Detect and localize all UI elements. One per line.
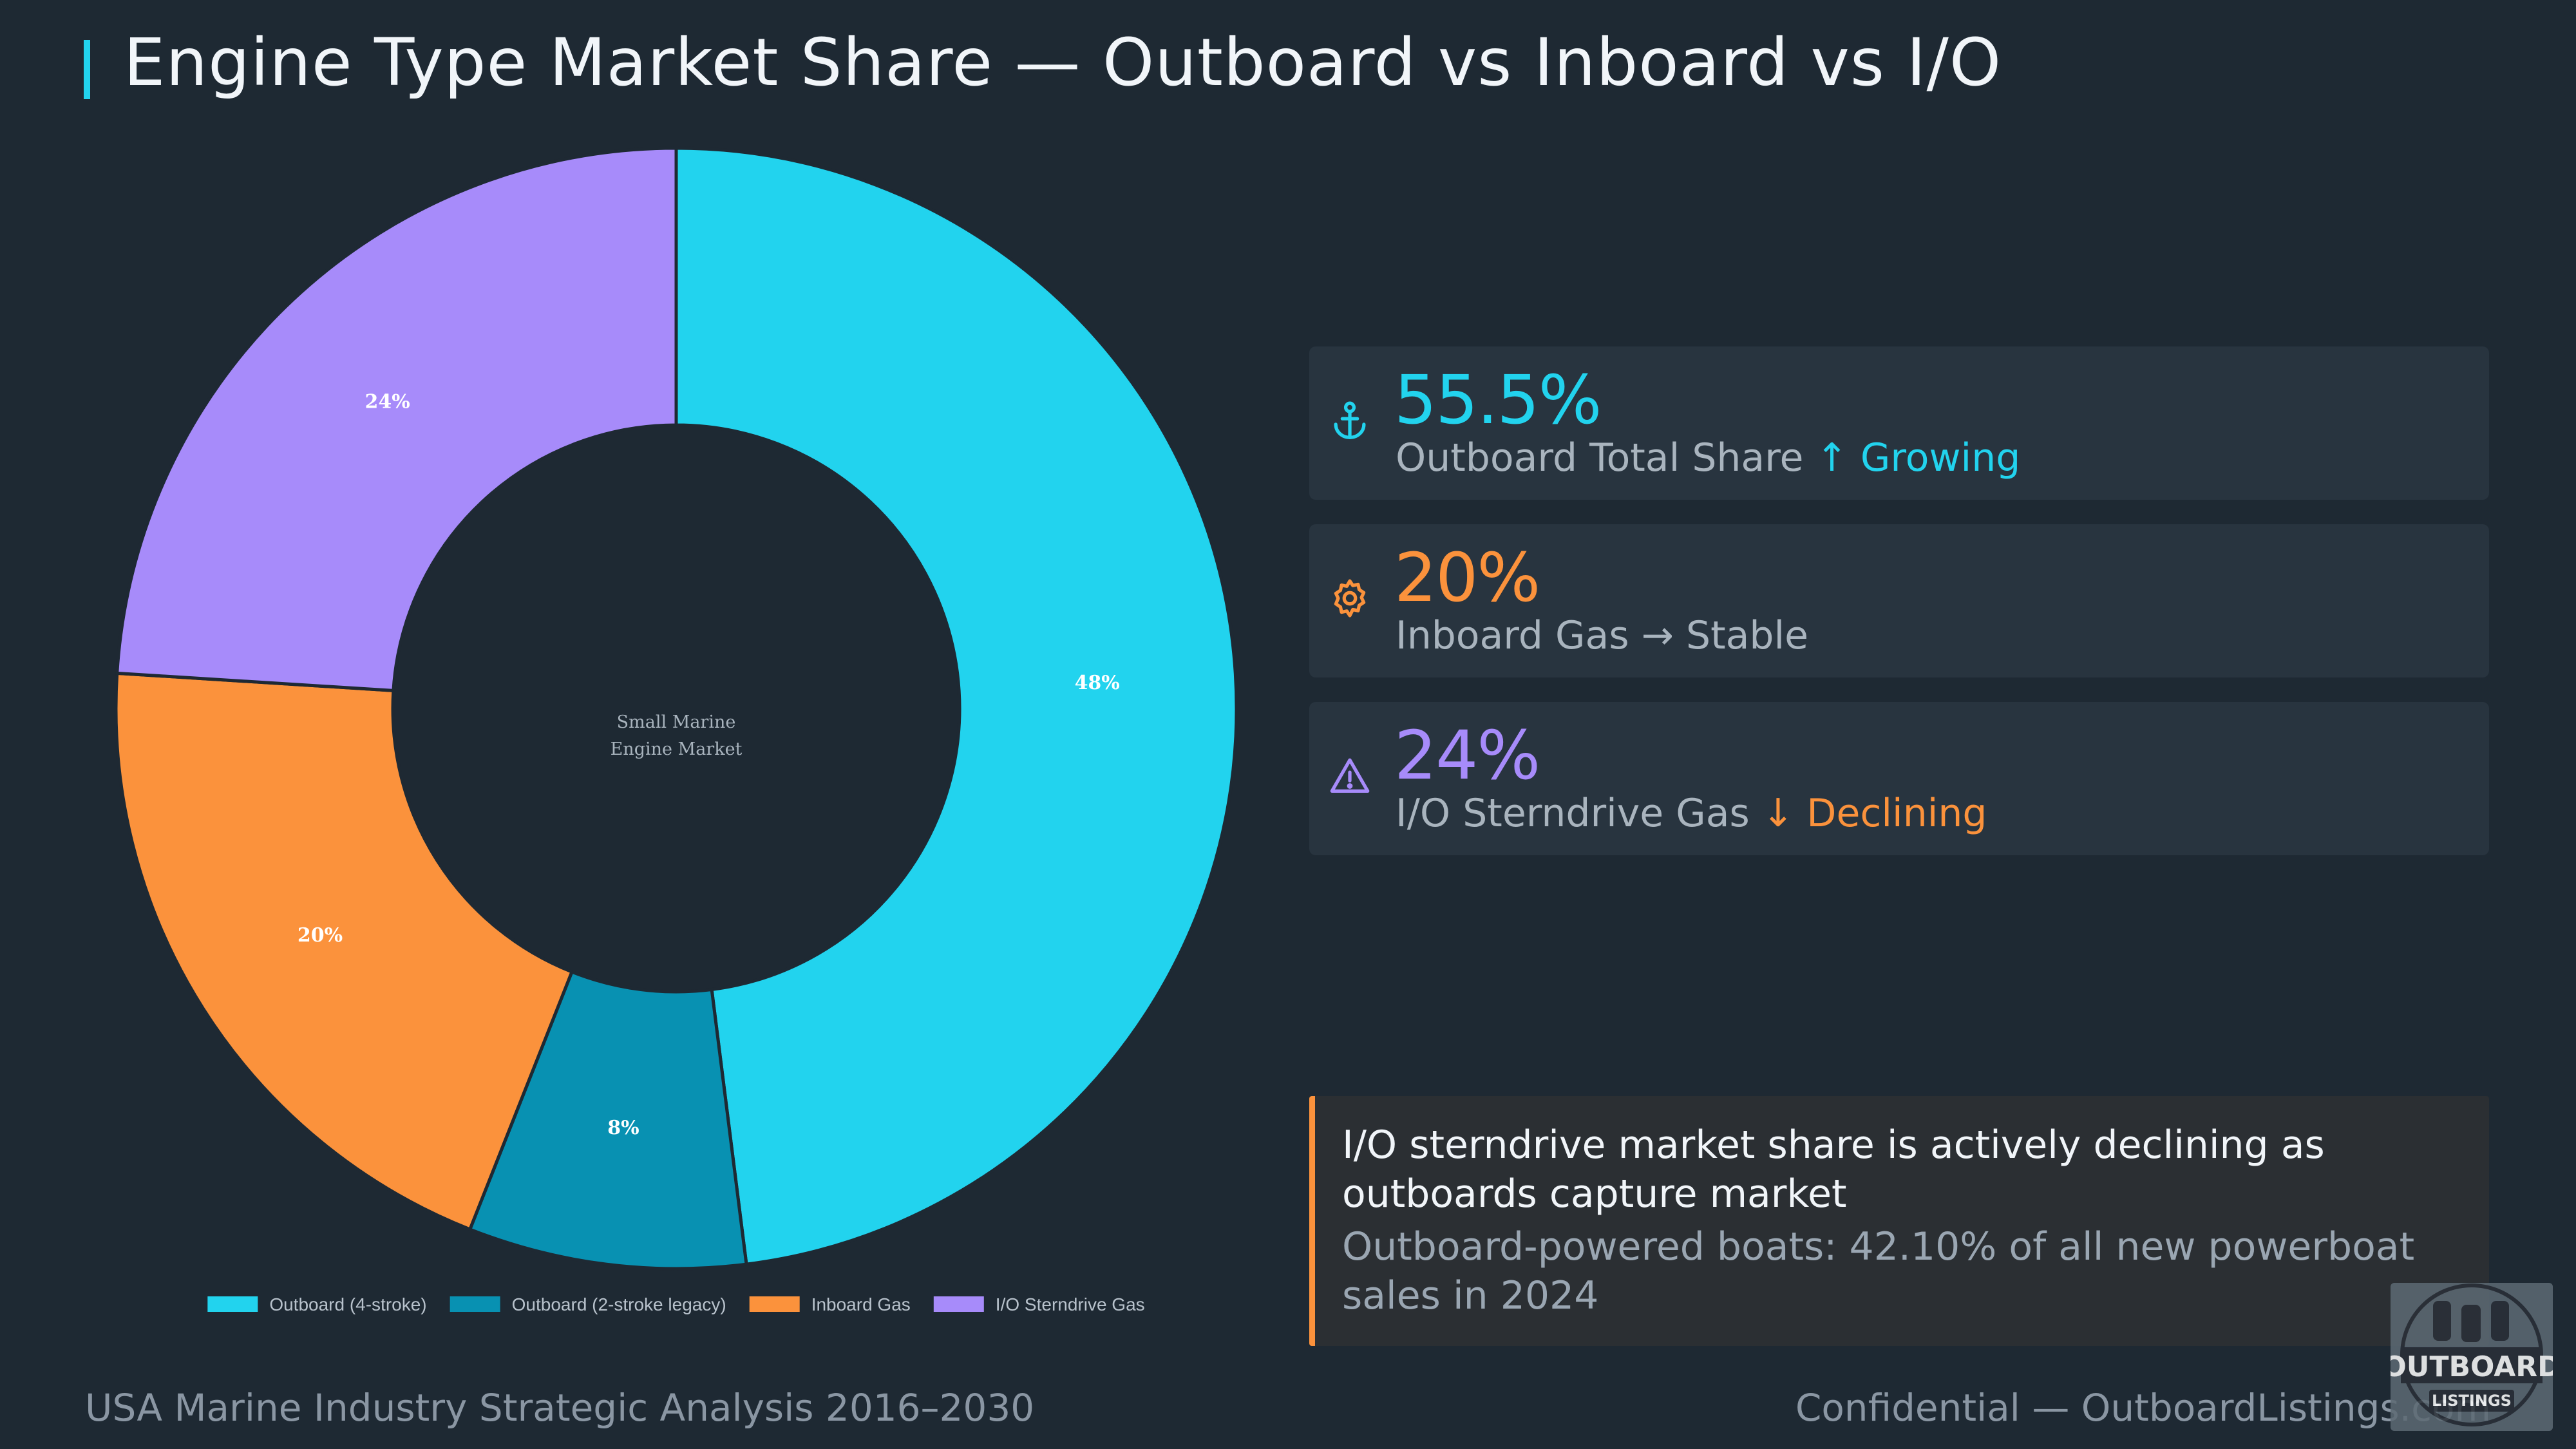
kpi-trend: ↑ Growing	[1815, 435, 2021, 480]
donut-slice-1	[468, 969, 748, 1271]
legend-label-1: Outboard (2-stroke legacy)	[512, 1294, 726, 1314]
logo-subtext: LISTINGS	[2432, 1392, 2512, 1410]
kpi-card-sterndrive: 24% I/O Sterndrive Gas ↓ Declining	[1309, 702, 2489, 855]
gear-icon	[1334, 579, 1366, 618]
legend-label-2: Inboard Gas	[811, 1294, 911, 1314]
donut-slice-2	[114, 671, 574, 1232]
insight-callout: I/O sterndrive market share is actively …	[1309, 1096, 2489, 1346]
outboard-listings-logo: OUTBOARD LISTINGS	[2382, 1283, 2561, 1431]
footer-left: USA Marine Industry Strategic Analysis 2…	[85, 1386, 1035, 1430]
title-accent-bar	[84, 40, 90, 99]
donut-data-label-0: 48%	[1075, 672, 1120, 694]
logo-text: OUTBOARD	[2391, 1350, 2553, 1383]
footer-right: Confidential — OutboardListings.com	[1795, 1386, 2491, 1430]
donut-data-label-2: 20%	[298, 924, 343, 947]
donut-slice-0	[674, 146, 1238, 1266]
kpi-label-text: Outboard Total Share	[1396, 435, 1804, 480]
legend-label-3: I/O Sterndrive Gas	[996, 1294, 1145, 1314]
donut-center-label-line-2: Engine Market	[611, 739, 743, 759]
donut-slices	[114, 146, 1238, 1271]
page-title: Engine Type Market Share — Outboard vs I…	[124, 24, 2002, 101]
donut-data-label-3: 24%	[365, 391, 410, 413]
donut-data-label-1: 8%	[607, 1117, 639, 1139]
kpi-label: I/O Sterndrive Gas ↓ Declining	[1396, 791, 1987, 836]
legend-swatch-1	[450, 1296, 500, 1312]
donut-data-labels: 48% 8% 20% 24%	[298, 391, 1120, 1139]
legend-swatch-0	[207, 1296, 258, 1312]
logo-graphic: OUTBOARD LISTINGS	[2382, 1283, 2561, 1426]
kpi-label: Inboard Gas → Stable	[1396, 613, 1808, 658]
kpi-card-outboard: 55.5% Outboard Total Share ↑ Growing	[1309, 346, 2489, 500]
legend-swatch-2	[749, 1296, 800, 1312]
insight-main-text: I/O sterndrive market share is actively …	[1342, 1122, 2325, 1217]
chart-legend: Outboard (4-stroke) Outboard (2-stroke le…	[207, 1294, 1145, 1314]
legend-swatch-3	[933, 1296, 984, 1312]
kpi-trend: ↓ Declining	[1761, 791, 1987, 836]
kpi-label-text: Inboard Gas	[1396, 613, 1629, 658]
anchor-icon	[1334, 401, 1366, 439]
kpi-trend: → Stable	[1641, 613, 1809, 658]
warning-icon	[1330, 758, 1370, 793]
kpi-card-inboard: 20% Inboard Gas → Stable	[1309, 524, 2489, 677]
donut-slice-3	[115, 146, 678, 693]
donut-chart: 48% 8% 20% 24% Small Marine Engine Market O…	[114, 146, 1238, 1314]
kpi-label-text: I/O Sterndrive Gas	[1396, 791, 1750, 836]
legend-label-0: Outboard (4-stroke)	[269, 1294, 426, 1314]
kpi-value: 20%	[1394, 538, 1540, 617]
kpi-label: Outboard Total Share ↑ Growing	[1396, 435, 2020, 480]
donut-center-label-line-1: Small Marine	[617, 712, 736, 732]
kpi-value: 24%	[1394, 716, 1540, 795]
kpi-value: 55.5%	[1394, 361, 1602, 439]
insight-sub-text: Outboard-powered boats: 42.10% of all ne…	[1342, 1224, 2415, 1318]
